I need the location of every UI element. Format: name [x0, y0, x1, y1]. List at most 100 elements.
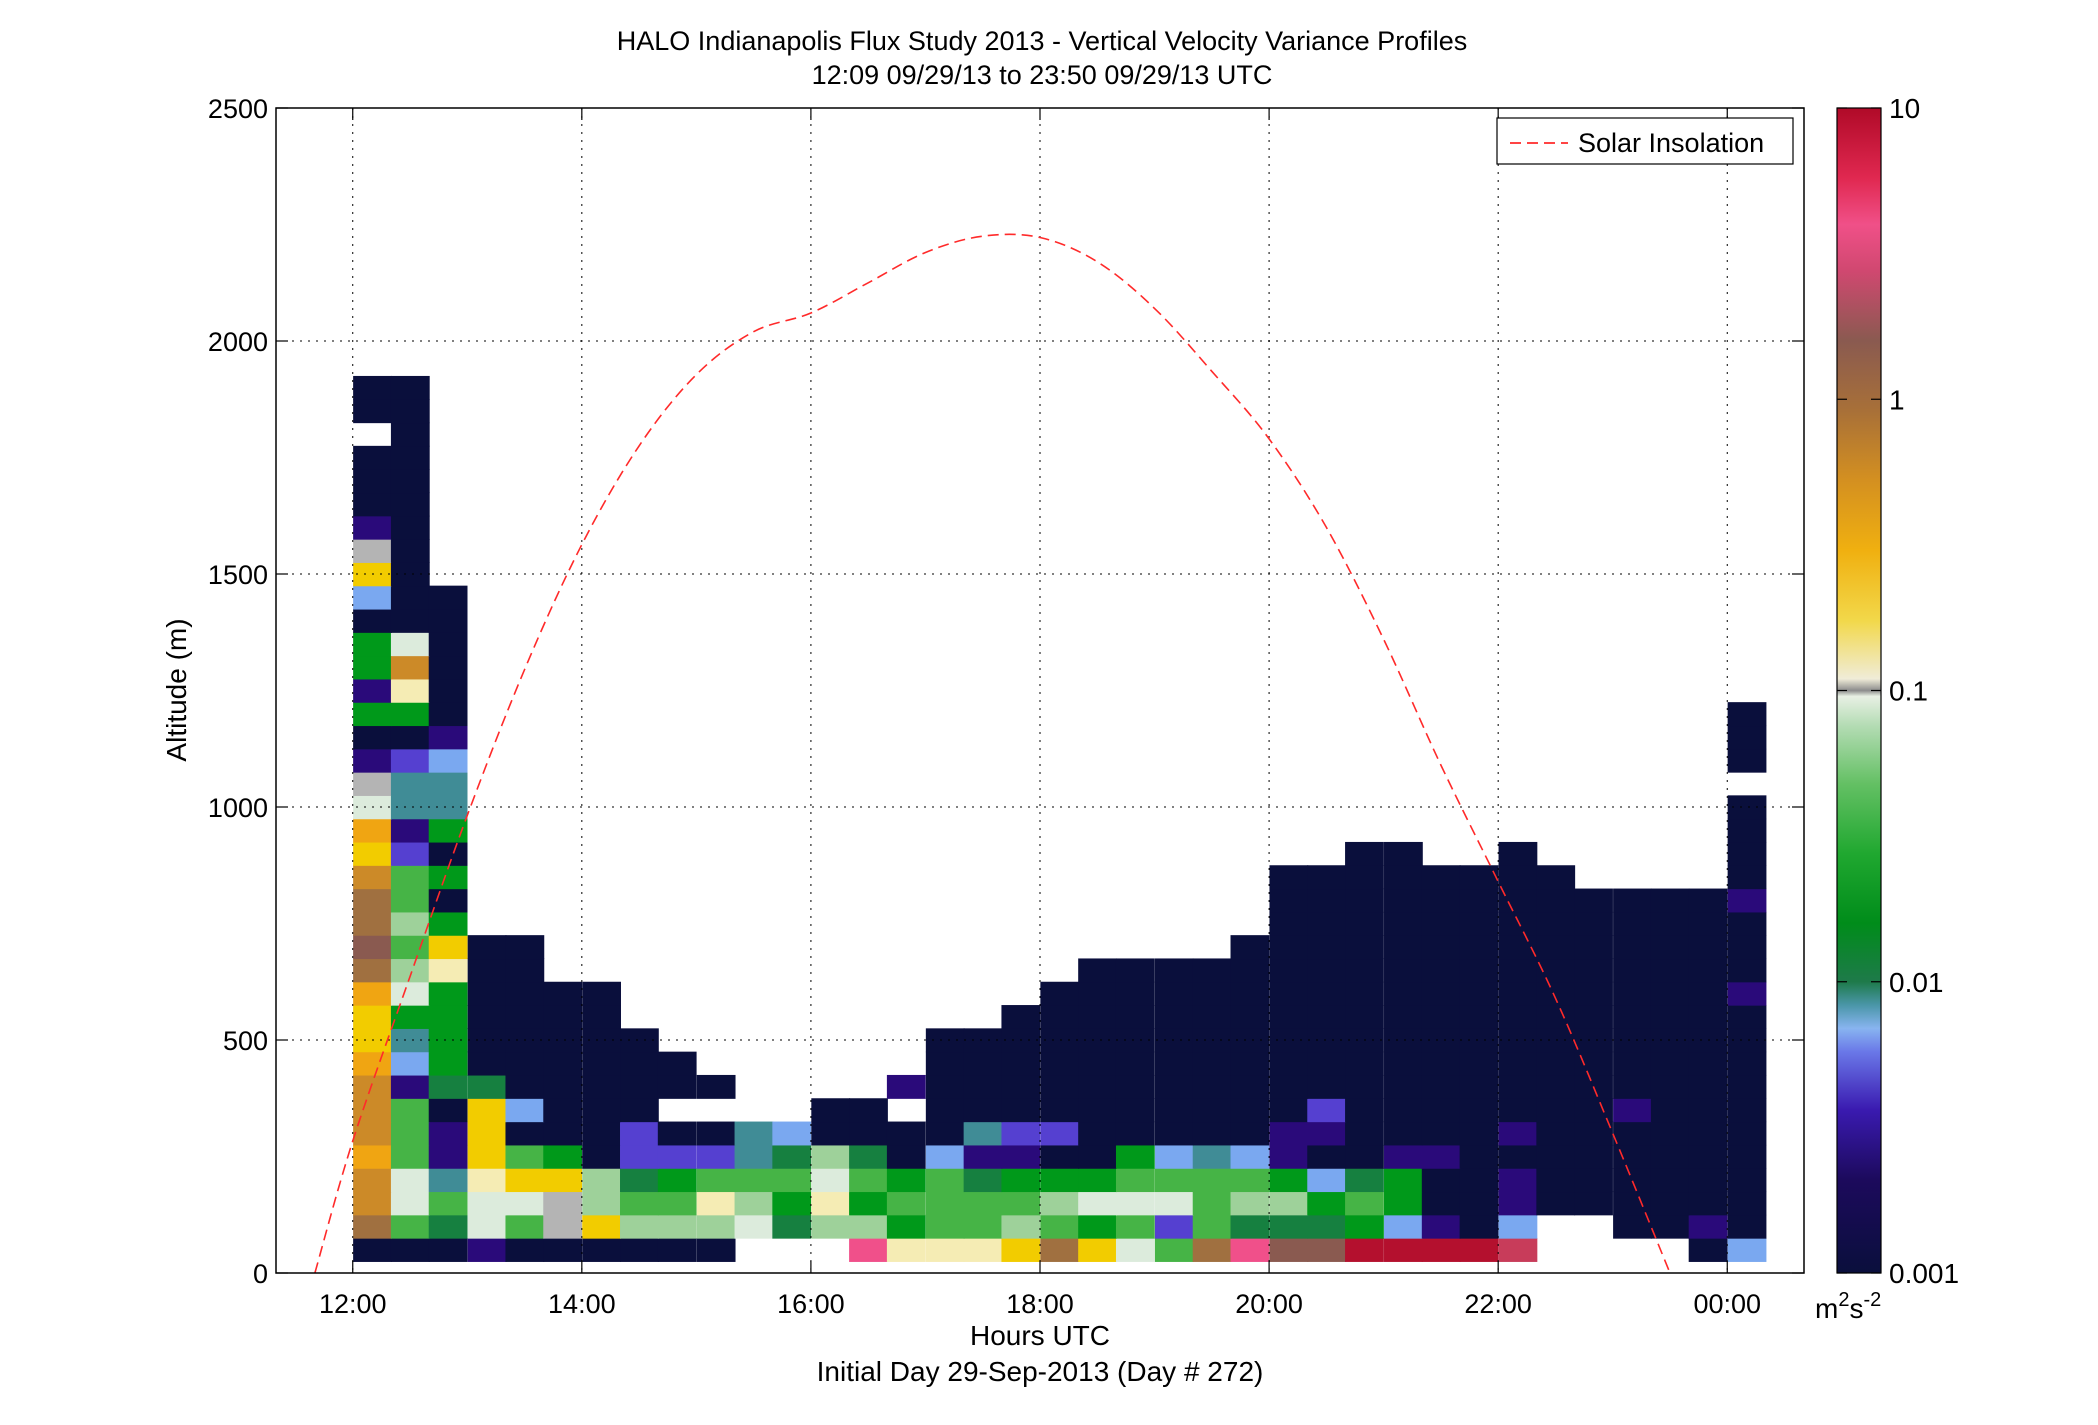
- heatmap-cell: [1307, 865, 1347, 890]
- heatmap-cell: [1459, 958, 1499, 983]
- variance-cells: [353, 375, 1767, 1262]
- heatmap-cell: [1307, 1051, 1347, 1076]
- heatmap-cell: [1727, 795, 1767, 820]
- heatmap-cell: [734, 1144, 774, 1169]
- heatmap-cell: [428, 632, 468, 657]
- heatmap-cell: [963, 1168, 1003, 1193]
- heatmap-cell: [353, 1121, 392, 1146]
- heatmap-cell: [1421, 1168, 1461, 1193]
- heatmap-cell: [428, 585, 468, 610]
- heatmap-cell: [1727, 748, 1767, 773]
- heatmap-cell: [811, 1214, 851, 1239]
- heatmap-cell: [1498, 1191, 1538, 1216]
- heatmap-cell: [1536, 958, 1576, 983]
- y-tick-label: 2500: [208, 94, 268, 124]
- heatmap-cell: [1307, 935, 1347, 960]
- heatmap-cell: [428, 1191, 468, 1216]
- heatmap-cell: [1230, 935, 1270, 960]
- heatmap-cell: [1574, 1168, 1613, 1193]
- heatmap-cell: [1307, 1238, 1347, 1262]
- heatmap-cell: [1727, 1005, 1767, 1029]
- solar-insolation-line: [314, 233, 1671, 1274]
- heatmap-cell: [1384, 1214, 1423, 1239]
- heatmap-cell: [1727, 818, 1767, 843]
- heatmap-cell: [1384, 935, 1423, 960]
- heatmap-cell: [772, 1214, 812, 1239]
- heatmap-cell: [582, 1074, 621, 1099]
- heatmap-cell: [353, 515, 392, 540]
- heatmap-cell: [1688, 911, 1728, 936]
- heatmap-cell: [772, 1144, 812, 1169]
- heatmap-cell: [1269, 1098, 1309, 1123]
- heatmap-cell: [1001, 1168, 1041, 1193]
- heatmap-cell: [963, 1121, 1003, 1146]
- heatmap-cell: [620, 1051, 659, 1076]
- heatmap-cell: [353, 1005, 392, 1029]
- heatmap-cell: [428, 1028, 468, 1053]
- heatmap-cell: [1078, 1005, 1117, 1029]
- heatmap-cell: [1307, 1144, 1347, 1169]
- heatmap-cell: [1727, 981, 1767, 1006]
- heatmap-cell: [1345, 1051, 1384, 1076]
- heatmap-cell: [582, 1144, 621, 1169]
- heatmap-cell: [1727, 888, 1767, 913]
- heatmap-cell: [1269, 935, 1309, 960]
- heatmap-cell: [1154, 1098, 1194, 1123]
- heatmap-cell: [353, 375, 392, 400]
- heatmap-cell: [1650, 1074, 1690, 1099]
- heatmap-cell: [543, 1051, 583, 1076]
- heatmap-cell: [1727, 1028, 1767, 1053]
- heatmap-cell: [390, 492, 430, 517]
- heatmap-cell: [390, 375, 430, 400]
- heatmap-cell: [849, 1144, 888, 1169]
- heatmap-cell: [1384, 841, 1423, 866]
- heatmap-cell: [1230, 1074, 1270, 1099]
- heatmap-cell: [1574, 1144, 1613, 1169]
- heatmap-cell: [1040, 1121, 1080, 1146]
- heatmap-cell: [543, 1098, 583, 1123]
- heatmap-cell: [505, 1074, 545, 1099]
- heatmap-cell: [1269, 1238, 1309, 1262]
- heatmap-cell: [1078, 1074, 1117, 1099]
- heatmap-cell: [1498, 1074, 1538, 1099]
- heatmap-cell: [1307, 888, 1347, 913]
- heatmap-cell: [1230, 1005, 1270, 1029]
- heatmap-cell: [1230, 1214, 1270, 1239]
- heatmap-cell: [505, 1238, 545, 1262]
- heatmap-cell: [390, 1191, 430, 1216]
- heatmap-cell: [467, 958, 507, 983]
- heatmap-cell: [505, 981, 545, 1006]
- x-axis-label-day: Initial Day 29-Sep-2013 (Day # 272): [817, 1356, 1264, 1387]
- heatmap-cell: [1307, 1214, 1347, 1239]
- heatmap-cell: [1001, 1121, 1041, 1146]
- heatmap-cell: [696, 1191, 736, 1216]
- heatmap-cell: [390, 841, 430, 866]
- colorbar-ticks: [1837, 107, 1881, 1274]
- heatmap-cell: [1384, 865, 1423, 890]
- heatmap-cell: [1498, 981, 1538, 1006]
- heatmap-cell: [1727, 1144, 1767, 1169]
- heatmap-cell: [1536, 1098, 1576, 1123]
- heatmap-cell: [1421, 958, 1461, 983]
- heatmap-cell: [505, 1214, 545, 1239]
- heatmap-cell: [1345, 865, 1384, 890]
- heatmap-cell: [1078, 1098, 1117, 1123]
- heatmap-cell: [1727, 1098, 1767, 1123]
- heatmap-cell: [543, 1074, 583, 1099]
- heatmap-cell: [1536, 888, 1576, 913]
- heatmap-cell: [925, 1168, 965, 1193]
- heatmap-cell: [390, 725, 430, 750]
- heatmap-cell: [1001, 1191, 1041, 1216]
- heatmap-cell: [390, 1214, 430, 1239]
- heatmap-cell: [1574, 958, 1613, 983]
- heatmap-cell: [1192, 1098, 1232, 1123]
- heatmap-cell: [1459, 1214, 1499, 1239]
- heatmap-cell: [1269, 865, 1309, 890]
- heatmap-cell: [1650, 1005, 1690, 1029]
- heatmap-cell: [1688, 1051, 1728, 1076]
- heatmap-cell: [1727, 935, 1767, 960]
- heatmap-cell: [1345, 1191, 1384, 1216]
- heatmap-cell: [1269, 958, 1309, 983]
- heatmap-cell: [353, 1074, 392, 1099]
- heatmap-cell: [1650, 888, 1690, 913]
